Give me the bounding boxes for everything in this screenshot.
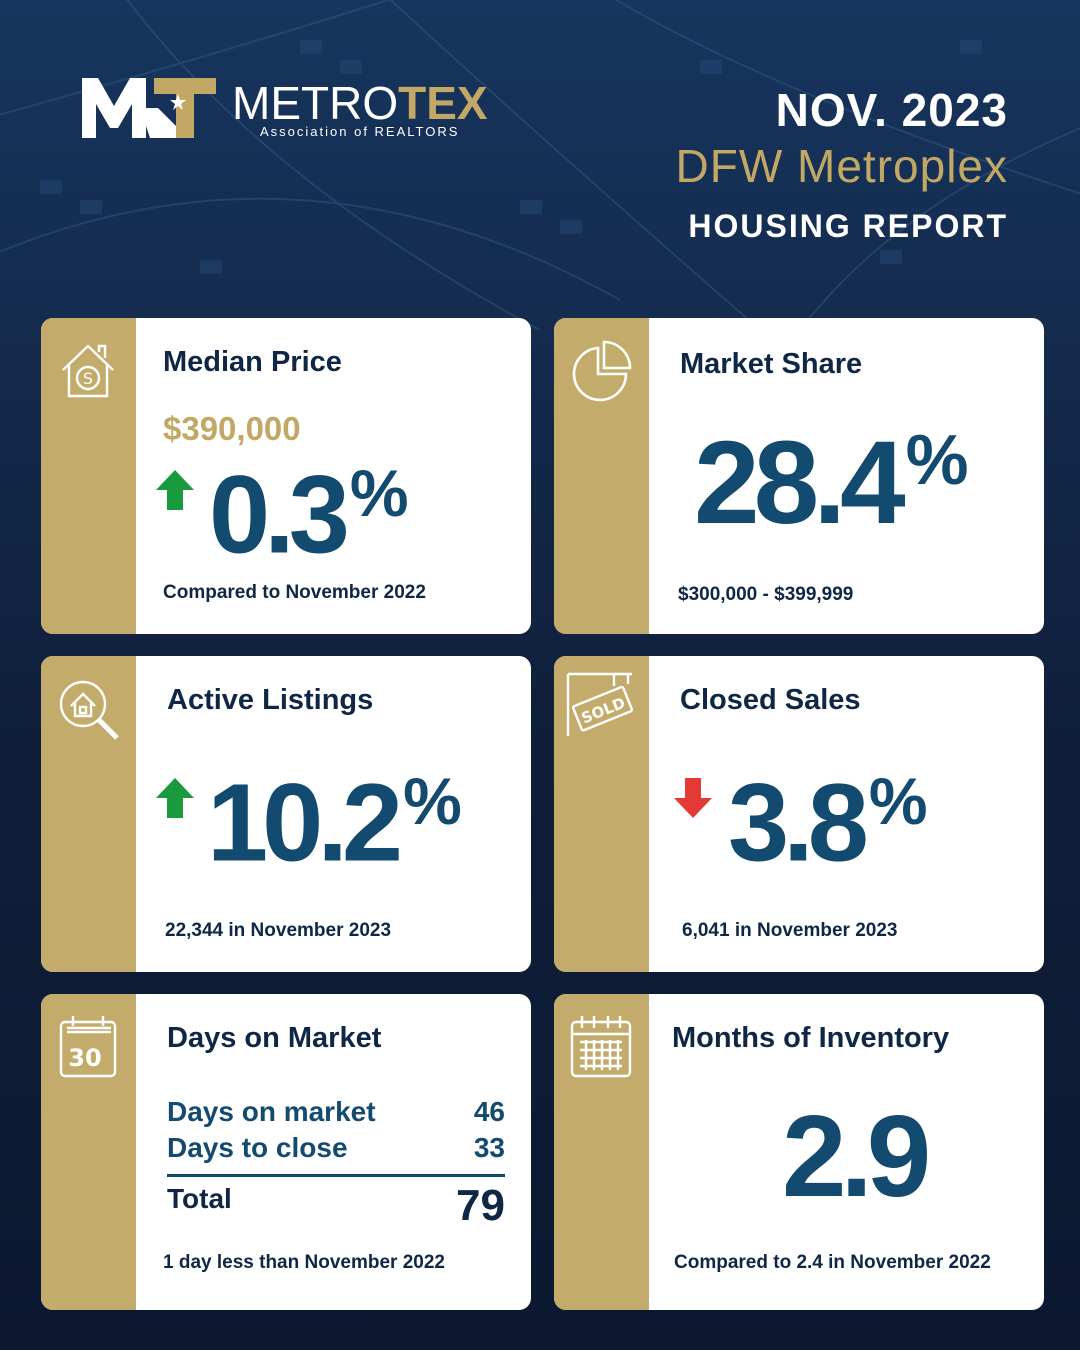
median-price-value: $390,000 [163,410,301,447]
house-search-icon [59,680,119,740]
metrotex-mark-icon [82,78,216,138]
brand-tagline: Association of REALTORS [260,124,460,139]
report-region: DFW Metroplex [675,140,1008,192]
sold-sign-icon: SOLD [566,672,634,736]
active-listings-card: Active Listings 10.2% 22,344 in November… [41,656,531,972]
report-date: NOV. 2023 [775,84,1008,136]
card-band [41,318,136,634]
closed-sales-title: Closed Sales [680,684,861,716]
median-price-change: 0.3% [209,453,409,577]
months-inventory-note: Compared to 2.4 in November 2022 [674,1252,991,1273]
active-listings-change: 10.2% [207,761,462,885]
closed-sales-note: 6,041 in November 2023 [682,920,898,941]
market-share-card: Market Share 28.4% $300,000 - $399,999 [554,318,1044,634]
market-share-note: $300,000 - $399,999 [678,584,854,605]
arrow-up-icon [156,470,194,510]
days-row-value: 33 [473,1132,505,1163]
days-row-label: Days to close [167,1132,348,1163]
closed-sales-card: SOLD Closed Sales 3.8% 6,041 in November… [554,656,1044,972]
background-aerial-texture [0,0,1080,330]
days-on-market-title: Days on Market [167,1022,382,1054]
days-on-market-card: 30 Days on Market Days on market 46 Days… [41,994,531,1310]
median-price-title: Median Price [163,346,342,378]
median-price-card: S Median Price $390,000 0.3% Compared to… [41,318,531,634]
brand-name: METROTEX [232,77,488,129]
card-band [554,318,649,634]
closed-sales-change: 3.8% [728,761,928,885]
metrotex-logo: METROTEX Association of REALTORS [80,74,510,144]
days-total-row: Total 79 [167,1174,505,1231]
svg-text:30: 30 [68,1044,101,1072]
months-inventory-card: Months of Inventory 2.9 Compared to 2.4 … [554,994,1044,1310]
report-title: HOUSING REPORT [688,208,1008,244]
calendar-grid-icon [570,1016,632,1078]
pie-chart-icon [572,340,632,402]
market-share-title: Market Share [680,348,863,380]
median-price-note: Compared to November 2022 [163,582,426,603]
card-band [41,994,136,1310]
active-listings-note: 22,344 in November 2023 [165,920,392,941]
market-share-value: 28.4% [694,417,969,549]
active-listings-title: Active Listings [167,684,374,716]
days-row-label: Days on market [167,1096,376,1127]
days-on-market-note: 1 day less than November 2022 [163,1252,445,1273]
days-row-value: 46 [473,1096,505,1127]
days-row: Days to close 33 [167,1130,505,1166]
report-header: NOV. 2023 DFW Metroplex HOUSING REPORT [676,84,1008,256]
arrow-down-icon [674,778,712,818]
days-total-value: 79 [456,1181,505,1230]
days-row: Days on market 46 [167,1094,505,1130]
card-band [41,656,136,972]
months-inventory-title: Months of Inventory [672,1022,950,1054]
card-band [554,656,649,972]
house-dollar-icon: S [62,344,114,398]
days-total-label: Total [167,1183,232,1214]
svg-text:S: S [83,369,93,388]
calendar-30-icon: 30 [59,1016,117,1078]
months-inventory-value: 2.9 [782,1091,931,1221]
days-table: Days on market 46 Days to close 33 Total… [167,1094,505,1231]
arrow-up-icon [156,778,194,818]
